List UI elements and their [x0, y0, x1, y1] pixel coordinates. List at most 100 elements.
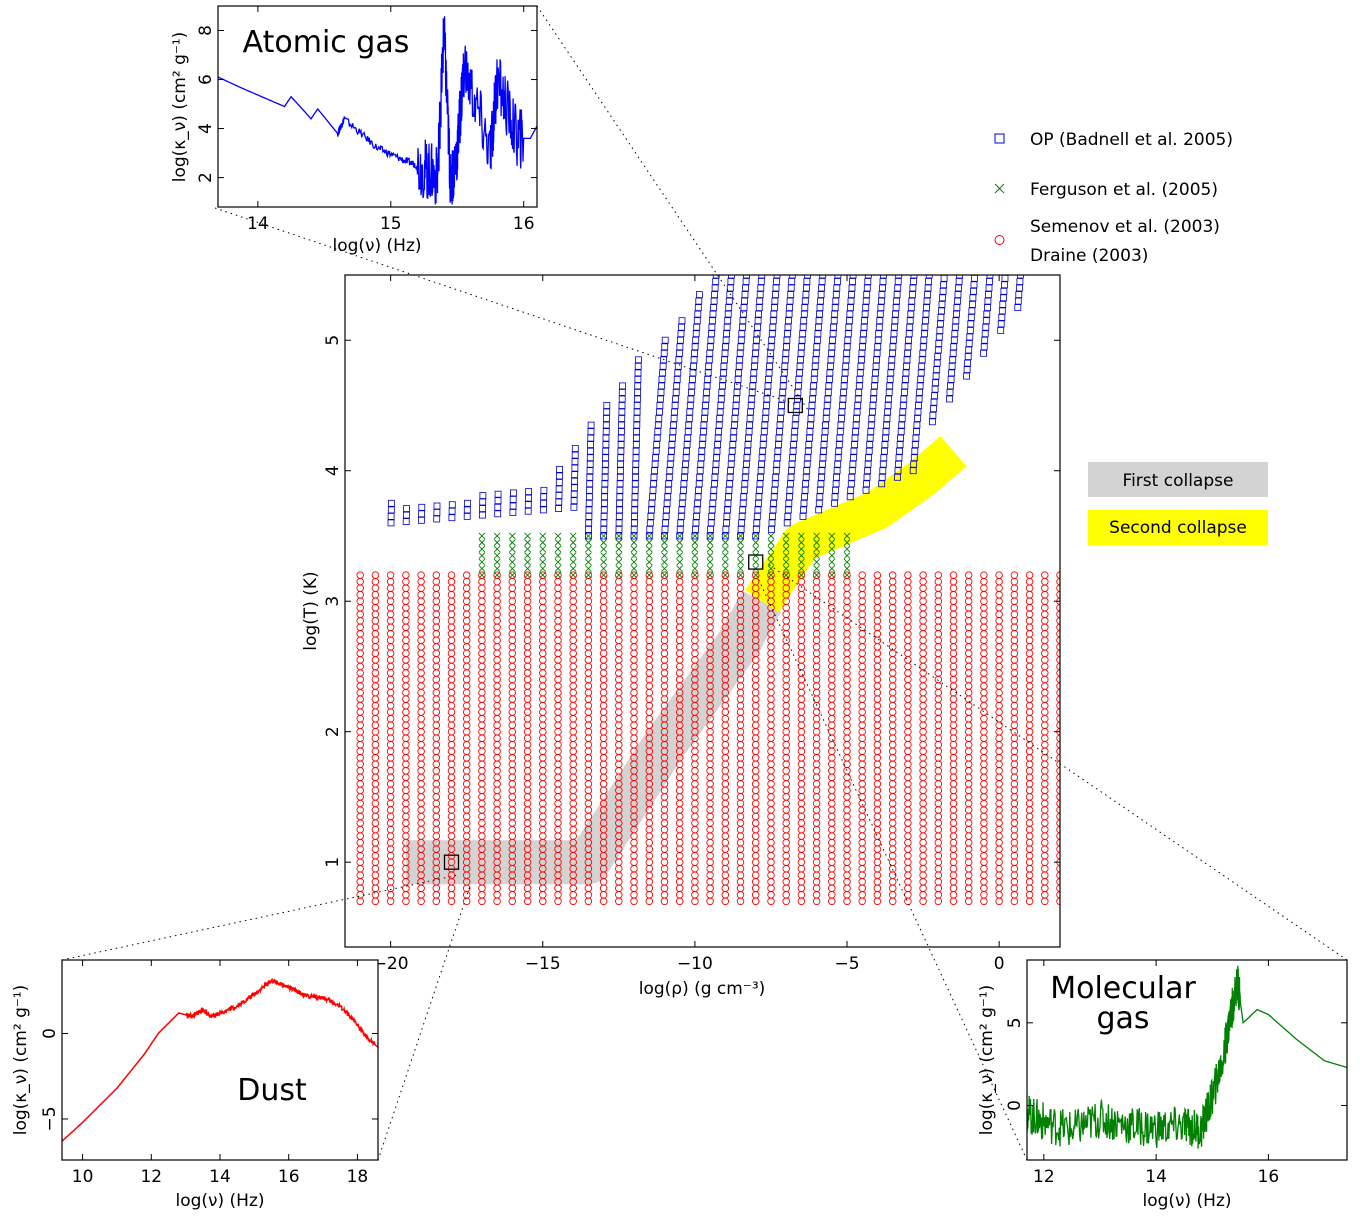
- op-point: [878, 473, 886, 481]
- op-point: [910, 454, 918, 462]
- op-point: [706, 343, 714, 351]
- op-point: [725, 486, 733, 494]
- op-point: [866, 441, 874, 449]
- ferguson-point: [676, 565, 683, 572]
- semenov-point: [964, 571, 973, 579]
- main-opacity-plot: −20 −15 −10 −5 0 1 2 3 4 5 log(ρ) (g cm⁻³) log(T…: [301, 274, 1061, 999]
- dust-x-axis-label: log(ν) (Hz): [175, 1191, 264, 1211]
- op-point: [585, 506, 593, 514]
- dust-inset-background: [62, 960, 378, 1160]
- op-point: [634, 382, 642, 390]
- op-point: [478, 511, 486, 519]
- op-point: [767, 343, 775, 351]
- semenov-point: [584, 571, 593, 579]
- op-point: [729, 434, 737, 442]
- op-point: [603, 415, 610, 422]
- ferguson-point: [509, 532, 516, 540]
- op-point: [633, 428, 640, 436]
- ferguson-point: [524, 532, 531, 540]
- ferguson-point: [509, 571, 516, 579]
- semenov-point: [904, 571, 912, 579]
- legend-ferguson-label: Ferguson et al. (2005): [1030, 180, 1218, 200]
- op-point: [761, 415, 769, 422]
- op-point: [725, 493, 732, 501]
- op-point: [953, 304, 961, 312]
- op-point: [660, 349, 668, 357]
- op-point: [825, 382, 833, 390]
- ferguson-point: [493, 552, 501, 559]
- op-point: [727, 467, 734, 475]
- op-point: [770, 493, 778, 501]
- op-point: [587, 428, 595, 436]
- op-point: [659, 362, 667, 370]
- op-point: [854, 402, 862, 409]
- op-point: [726, 480, 733, 488]
- op-point: [654, 421, 662, 429]
- op-point: [753, 519, 761, 527]
- op-point: [728, 275, 735, 279]
- ferguson-point: [676, 558, 683, 566]
- op-point: [615, 532, 623, 540]
- op-point: [787, 291, 795, 299]
- op-point: [848, 473, 856, 481]
- ferguson-point: [493, 558, 501, 566]
- op-point: [835, 441, 843, 449]
- main-ytick-label: 1: [323, 857, 343, 868]
- ferguson-point: [554, 552, 562, 559]
- op-point: [737, 336, 745, 344]
- op-point: [776, 428, 783, 436]
- op-point: [925, 278, 932, 285]
- op-point: [721, 532, 729, 540]
- op-point: [801, 297, 809, 305]
- ferguson-point: [752, 571, 760, 579]
- mol-xtick-label: 12: [1033, 1167, 1055, 1187]
- semenov-point: [630, 571, 638, 579]
- op-point: [873, 356, 880, 364]
- op-point: [804, 275, 811, 279]
- op-point: [832, 480, 840, 488]
- op-point: [817, 480, 825, 488]
- ferguson-point: [600, 539, 607, 546]
- ferguson-point: [539, 565, 547, 572]
- op-point: [865, 454, 872, 462]
- op-point: [865, 447, 873, 455]
- op-point: [896, 447, 903, 455]
- op-point: [433, 502, 441, 510]
- op-point: [920, 336, 928, 344]
- ferguson-point: [767, 571, 775, 579]
- op-point: [938, 307, 945, 315]
- op-point: [906, 323, 914, 331]
- op-point: [790, 434, 798, 442]
- op-point: [801, 304, 809, 312]
- op-point: [723, 323, 731, 331]
- ferguson-point: [737, 545, 744, 553]
- semenov-point: [828, 571, 836, 579]
- molecular-inset-frame: [1026, 959, 1348, 1161]
- connector-molecular-right: [767, 563, 1348, 961]
- op-point: [806, 434, 813, 442]
- ferguson-point: [585, 539, 592, 546]
- ferguson-point: [676, 571, 683, 579]
- ferguson-point: [585, 545, 592, 553]
- op-point: [860, 330, 867, 338]
- op-point: [806, 428, 814, 436]
- op-point: [867, 428, 875, 436]
- op-point: [711, 291, 718, 299]
- op-point: [479, 505, 487, 513]
- op-point: [847, 304, 854, 312]
- op-point: [822, 421, 829, 429]
- main-plot-frame: [344, 274, 1061, 948]
- ferguson-point: [645, 571, 653, 579]
- op-point: [657, 388, 665, 396]
- op-point: [658, 375, 666, 383]
- semenov-point: [751, 571, 760, 579]
- op-point: [651, 460, 659, 468]
- op-point: [969, 300, 976, 308]
- op-point: [784, 323, 792, 331]
- op-point: [816, 493, 824, 501]
- ferguson-point: [645, 558, 653, 566]
- ferguson-point: [493, 539, 501, 546]
- op-point: [815, 323, 822, 331]
- op-point: [1014, 297, 1022, 305]
- ferguson-point: [691, 565, 699, 572]
